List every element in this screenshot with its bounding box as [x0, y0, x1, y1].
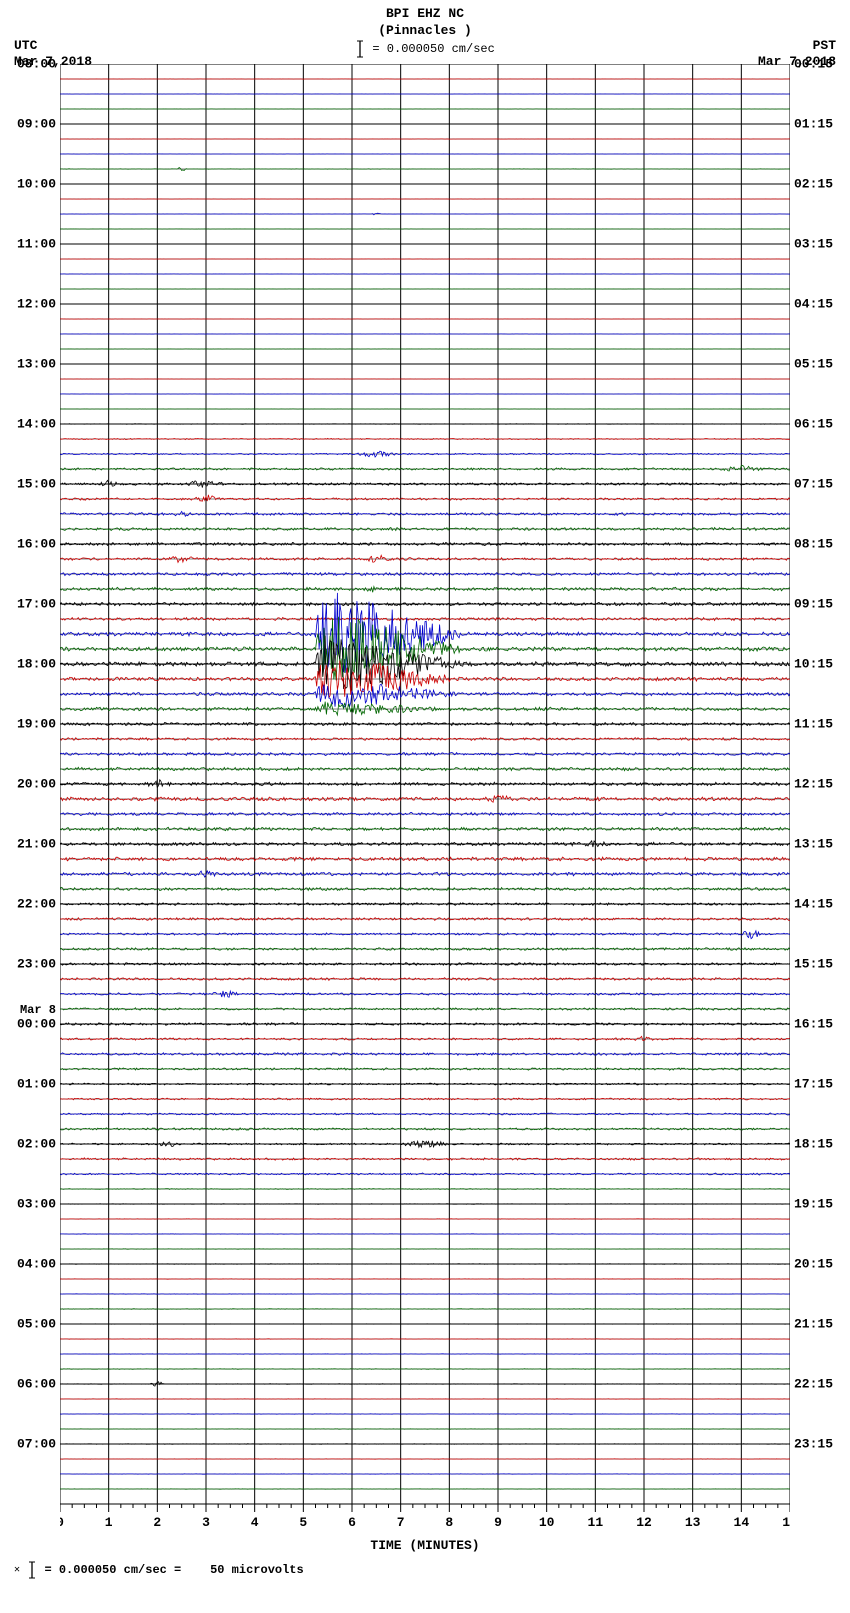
- pst-hour-label: 04:15: [794, 297, 842, 310]
- svg-text:15: 15: [782, 1515, 790, 1530]
- svg-text:2: 2: [153, 1515, 161, 1530]
- svg-text:1: 1: [105, 1515, 113, 1530]
- utc-hour-label: 12:00: [8, 297, 56, 310]
- utc-hour-label: 18:00: [8, 657, 56, 670]
- pst-hour-label: 19:15: [794, 1197, 842, 1210]
- pst-hour-label: 01:15: [794, 117, 842, 130]
- svg-text:4: 4: [251, 1515, 259, 1530]
- svg-text:7: 7: [397, 1515, 405, 1530]
- pst-hour-label: 20:15: [794, 1257, 842, 1270]
- date-change-label: Mar 8: [8, 1004, 56, 1016]
- svg-text:11: 11: [588, 1515, 604, 1530]
- utc-hour-label: 23:00: [8, 957, 56, 970]
- pst-hour-label: 00:15: [794, 57, 842, 70]
- pst-hour-label: 23:15: [794, 1437, 842, 1450]
- svg-text:6: 6: [348, 1515, 356, 1530]
- utc-hour-labels: 08:0009:0010:0011:0012:0013:0014:0015:00…: [8, 64, 56, 1504]
- pst-hour-label: 18:15: [794, 1137, 842, 1150]
- svg-text:0: 0: [60, 1515, 64, 1530]
- svg-text:3: 3: [202, 1515, 210, 1530]
- pst-hour-label: 22:15: [794, 1377, 842, 1390]
- pst-hour-label: 10:15: [794, 657, 842, 670]
- utc-hour-label: 19:00: [8, 717, 56, 730]
- utc-hour-label: 04:00: [8, 1257, 56, 1270]
- pst-hour-label: 03:15: [794, 237, 842, 250]
- utc-hour-label: 10:00: [8, 177, 56, 190]
- chart-header: BPI EHZ NC (Pinnacles ) = 0.000050 cm/se…: [0, 0, 850, 58]
- pst-hour-label: 12:15: [794, 777, 842, 790]
- pst-hour-label: 14:15: [794, 897, 842, 910]
- pst-hour-label: 08:15: [794, 537, 842, 550]
- utc-hour-label: 21:00: [8, 837, 56, 850]
- utc-hour-label: 08:00: [8, 57, 56, 70]
- svg-text:12: 12: [636, 1515, 652, 1530]
- utc-hour-label: 13:00: [8, 357, 56, 370]
- svg-text:8: 8: [445, 1515, 453, 1530]
- helicorder-svg: 0123456789101112131415: [60, 64, 790, 1534]
- svg-text:13: 13: [685, 1515, 701, 1530]
- utc-hour-label: 09:00: [8, 117, 56, 130]
- pst-hour-label: 02:15: [794, 177, 842, 190]
- station-location: (Pinnacles ): [0, 23, 850, 40]
- utc-hour-label: 07:00: [8, 1437, 56, 1450]
- utc-hour-label: 01:00: [8, 1077, 56, 1090]
- utc-hour-label: 17:00: [8, 597, 56, 610]
- pst-hour-label: 15:15: [794, 957, 842, 970]
- utc-hour-label: 02:00: [8, 1137, 56, 1150]
- pst-hour-label: 07:15: [794, 477, 842, 490]
- utc-hour-label: 20:00: [8, 777, 56, 790]
- utc-hour-label: 03:00: [8, 1197, 56, 1210]
- helicorder-plot: 08:0009:0010:0011:0012:0013:0014:0015:00…: [60, 64, 790, 1534]
- pst-hour-label: 11:15: [794, 717, 842, 730]
- pst-hour-label: 17:15: [794, 1077, 842, 1090]
- pst-hour-labels: 00:1501:1502:1503:1504:1505:1506:1507:15…: [794, 64, 842, 1504]
- pst-hour-label: 09:15: [794, 597, 842, 610]
- utc-hour-label: 14:00: [8, 417, 56, 430]
- utc-hour-label: 22:00: [8, 897, 56, 910]
- utc-hour-label: 16:00: [8, 537, 56, 550]
- pst-hour-label: 13:15: [794, 837, 842, 850]
- utc-hour-label: 05:00: [8, 1317, 56, 1330]
- svg-text:10: 10: [539, 1515, 555, 1530]
- footer-scale: ✕ = 0.000050 cm/sec = 50 microvolts: [0, 1553, 850, 1593]
- svg-text:9: 9: [494, 1515, 502, 1530]
- utc-hour-label: 15:00: [8, 477, 56, 490]
- utc-hour-label: 06:00: [8, 1377, 56, 1390]
- utc-hour-label: 00:00: [8, 1017, 56, 1030]
- utc-hour-label: 11:00: [8, 237, 56, 250]
- pst-hour-label: 16:15: [794, 1017, 842, 1030]
- svg-text:5: 5: [299, 1515, 307, 1530]
- pst-hour-label: 21:15: [794, 1317, 842, 1330]
- station-id: BPI EHZ NC: [0, 6, 850, 23]
- pst-hour-label: 06:15: [794, 417, 842, 430]
- scale-annotation: = 0.000050 cm/sec: [0, 40, 850, 58]
- pst-hour-label: 05:15: [794, 357, 842, 370]
- svg-text:14: 14: [734, 1515, 750, 1530]
- x-axis-title: TIME (MINUTES): [0, 1538, 850, 1553]
